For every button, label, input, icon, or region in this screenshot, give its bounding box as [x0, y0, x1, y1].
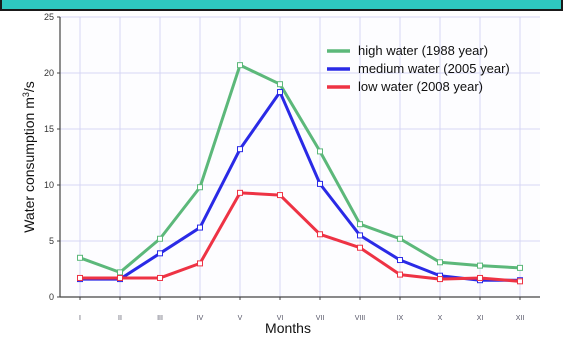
legend-label-2: low water (2008 year) [358, 79, 483, 94]
data-point [197, 184, 203, 191]
x-tick-label: I [79, 315, 81, 322]
y-tick-labels: 0 5 10 15 20 25 [44, 12, 60, 302]
data-point [517, 264, 523, 271]
data-point [157, 274, 163, 281]
data-point [357, 232, 363, 239]
plot-area [60, 17, 540, 297]
data-point [277, 89, 283, 96]
data-point [237, 189, 243, 196]
data-point [117, 274, 123, 281]
data-point [397, 257, 403, 264]
data-point [237, 62, 243, 69]
x-axis-title: Months [265, 320, 311, 336]
series-line-2 [78, 191, 522, 283]
x-tick-label: IV [197, 315, 204, 322]
data-point [317, 148, 323, 155]
x-tick-label: III [157, 315, 163, 322]
y-axis-title-main: Water consumption m [21, 97, 37, 233]
data-point [397, 235, 403, 242]
x-tick-label: VI [277, 315, 284, 322]
y-axis-title-superscript: 3 [21, 92, 31, 97]
y-tick-label: 0 [49, 292, 54, 302]
data-point [237, 146, 243, 153]
data-point [77, 254, 83, 261]
y-axis-title-unit: /s [21, 81, 37, 92]
data-point [357, 221, 363, 228]
y-axis-title: Water consumption m3/s [21, 81, 37, 233]
y-tick-label: 5 [49, 236, 54, 246]
x-tick-labels: I II III IV V VI VII VIII IX X XI XII [79, 297, 524, 322]
data-point [277, 81, 283, 88]
data-point [437, 276, 443, 283]
data-point [397, 271, 403, 278]
x-tick-label: VII [316, 315, 325, 322]
data-point [477, 262, 483, 269]
y-tick-label: 20 [44, 68, 54, 78]
legend: high water (1988 year) medium water (2005… [327, 43, 510, 94]
series-markers [77, 62, 523, 285]
x-tick-label: VIII [355, 315, 366, 322]
data-point [317, 180, 323, 187]
data-point [157, 250, 163, 257]
x-tick-label: XII [516, 315, 525, 322]
x-tick-label: X [438, 315, 443, 322]
y-tick-label: 15 [44, 124, 54, 134]
y-tick-label: 10 [44, 180, 54, 190]
series-lines [78, 63, 522, 283]
x-tick-label: V [238, 315, 243, 322]
y-tick-label: 25 [44, 12, 54, 22]
top-banner [0, 0, 563, 11]
data-point [517, 278, 523, 285]
data-point [477, 274, 483, 281]
series-line-1 [78, 90, 522, 282]
x-tick-label: IX [397, 315, 404, 322]
x-tick-label: XI [477, 315, 484, 322]
data-point [197, 224, 203, 231]
axes [59, 17, 540, 298]
legend-label-0: high water (1988 year) [358, 43, 488, 58]
data-point [357, 244, 363, 251]
data-point [197, 260, 203, 267]
data-point [77, 274, 83, 281]
x-tick-label: II [118, 315, 122, 322]
series-line-0 [78, 63, 522, 274]
legend-label-1: medium water (2005 year) [358, 61, 510, 76]
data-point [117, 269, 123, 276]
data-point [277, 192, 283, 199]
data-point [317, 231, 323, 238]
data-point [157, 235, 163, 242]
data-point [437, 259, 443, 266]
